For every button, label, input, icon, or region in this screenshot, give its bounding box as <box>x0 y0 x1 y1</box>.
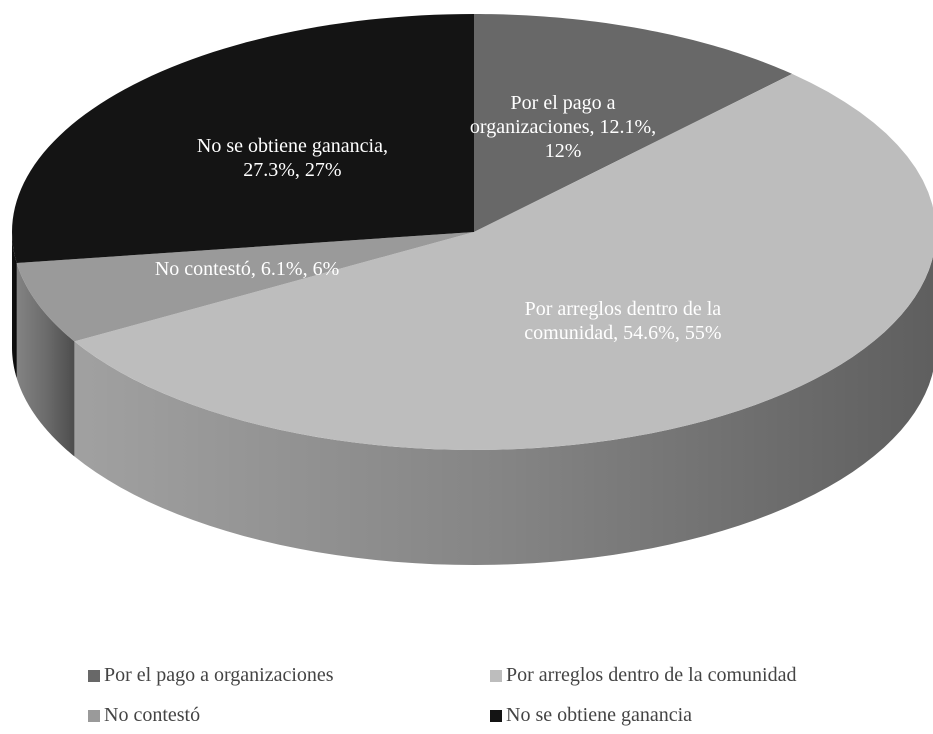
legend-label: No se obtiene ganancia <box>506 704 693 726</box>
legend-item: Por el pago a organizaciones <box>88 664 334 687</box>
legend-swatch <box>88 669 100 682</box>
data-label: No contestó, 6.1%, 6% <box>154 258 340 281</box>
legend-swatch <box>88 709 100 722</box>
pie-slice <box>474 14 793 232</box>
legend-label: No contestó <box>104 704 201 726</box>
legend-item: Por arreglos dentro de la comunidad <box>490 664 796 687</box>
legend-item: No contestó <box>88 704 200 727</box>
pie-slice <box>12 14 474 264</box>
legend-label: Por arreglos dentro de la comunidad <box>506 664 797 686</box>
pie-side-shade <box>16 263 75 457</box>
pie-slice <box>74 73 933 450</box>
pie-side-shade <box>12 232 17 379</box>
legend-item: No se obtiene ganancia <box>490 704 692 727</box>
data-label: Por el pago a organizaciones, 12.1%, 12% <box>469 91 657 162</box>
legend-swatch <box>490 669 502 682</box>
legend-swatch <box>490 709 502 722</box>
data-label: Por arreglos dentro de la comunidad, 54.… <box>524 297 722 344</box>
legend-label: Por el pago a organizaciones <box>104 664 334 686</box>
pie-side-shade <box>74 256 933 565</box>
data-label: No se obtiene ganancia, 27.3%, 27% <box>196 134 388 181</box>
pie-slice <box>16 232 475 342</box>
